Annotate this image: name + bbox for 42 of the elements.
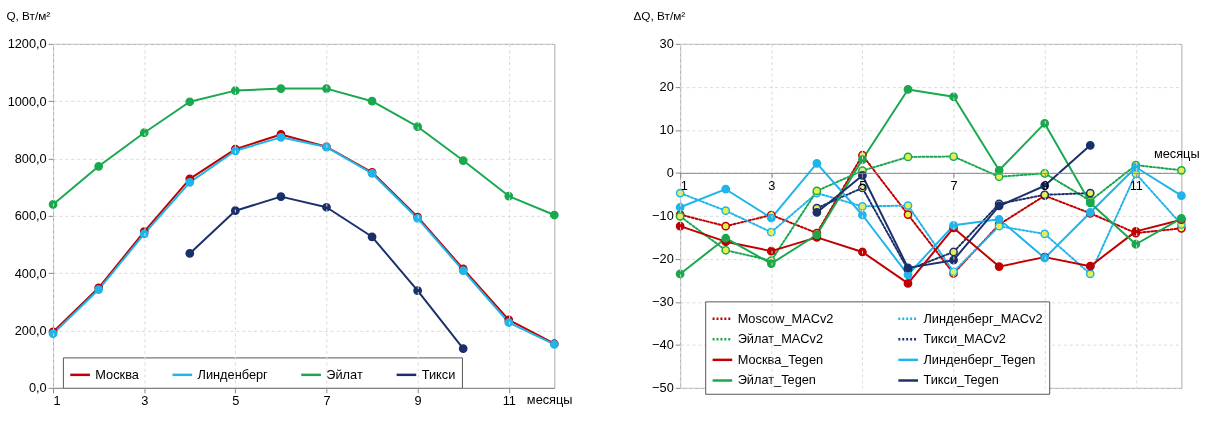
y-tick-label: 600,0 bbox=[14, 208, 47, 224]
y-tick-label: 0,0 bbox=[28, 380, 47, 396]
y-tick-label: 1200,0 bbox=[7, 36, 47, 52]
legend-label: Эйлат bbox=[326, 366, 363, 382]
y-tick-label: −50 bbox=[652, 380, 674, 396]
y-tick-label: −40 bbox=[652, 337, 674, 353]
legend-label: Эйлат_MACv2 bbox=[737, 331, 824, 347]
legend-label: Москва_Tegen bbox=[737, 351, 824, 367]
x-tick-label: 3 bbox=[768, 178, 776, 194]
y-tick-label: 20 bbox=[659, 79, 674, 95]
legend-label: Тикси bbox=[421, 366, 456, 382]
y-tick-label: 400,0 bbox=[14, 265, 47, 281]
x-tick-label: 11 bbox=[1129, 178, 1143, 194]
y-tick-label: −30 bbox=[652, 294, 674, 310]
legend-label: Линденберг_MACv2 bbox=[923, 310, 1043, 326]
y-tick-label: 0 bbox=[666, 165, 674, 181]
legend-label: Тикси_Tegen bbox=[923, 372, 999, 388]
y-tick-label: 10 bbox=[659, 122, 674, 138]
y-tick-label: −10 bbox=[652, 208, 674, 224]
y-tick-label: −20 bbox=[652, 251, 674, 267]
x-tick-label: 1 bbox=[53, 393, 61, 409]
legend-label: Линденберг bbox=[197, 366, 269, 382]
y-tick-label: 200,0 bbox=[14, 322, 47, 338]
legend-label: Moscow_MACv2 bbox=[737, 310, 834, 326]
y-axis-title: ΔQ, Вт/м² bbox=[633, 8, 686, 22]
x-tick-label: 11 bbox=[502, 393, 516, 409]
x-axis-title: месяцы bbox=[1153, 145, 1200, 161]
legend-label: Линденберг_Tegen bbox=[923, 351, 1036, 367]
x-tick-label: 3 bbox=[141, 393, 149, 409]
x-tick-label: 7 bbox=[323, 393, 331, 409]
x-tick-label: 9 bbox=[414, 393, 422, 409]
legend-label: Эйлат_Tegen bbox=[737, 372, 816, 388]
x-tick-label: 1 bbox=[680, 178, 688, 194]
legend-label: Тикси_MACv2 bbox=[923, 331, 1006, 347]
x-tick-label: 7 bbox=[950, 178, 958, 194]
y-tick-label: 30 bbox=[659, 36, 674, 52]
y-axis-title: Q, Вт/м² bbox=[6, 8, 51, 22]
x-tick-label: 5 bbox=[232, 393, 240, 409]
x-axis-title: месяцы bbox=[526, 392, 573, 408]
legend-label: Москва bbox=[95, 366, 140, 382]
y-tick-label: 800,0 bbox=[14, 150, 47, 166]
y-tick-label: 1000,0 bbox=[7, 93, 47, 109]
